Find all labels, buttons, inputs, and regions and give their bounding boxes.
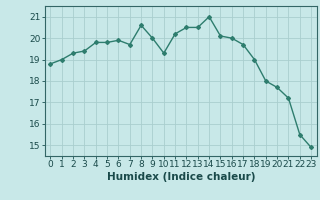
X-axis label: Humidex (Indice chaleur): Humidex (Indice chaleur)	[107, 172, 255, 182]
